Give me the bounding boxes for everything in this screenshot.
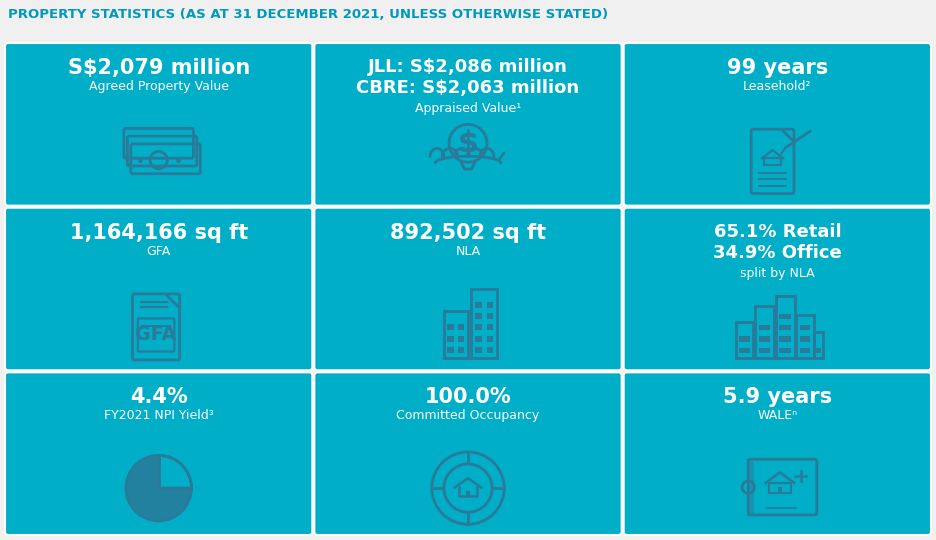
Text: split by NLA: split by NLA [740, 267, 814, 280]
Bar [778, 488, 782, 493]
Bar [487, 347, 493, 353]
Bar [475, 313, 482, 319]
Text: GFA: GFA [147, 245, 170, 258]
FancyBboxPatch shape [5, 43, 313, 206]
Text: Leasehold²: Leasehold² [743, 80, 812, 93]
Bar [475, 335, 482, 342]
Bar [487, 335, 493, 342]
Bar [487, 313, 493, 319]
Text: S$2,079 million: S$2,079 million [67, 58, 250, 78]
Bar [475, 347, 482, 353]
Bar [447, 335, 454, 342]
Bar [487, 325, 493, 330]
Text: 892,502 sq ft: 892,502 sq ft [390, 222, 546, 242]
Bar [759, 348, 770, 353]
Text: $: $ [458, 129, 478, 158]
Text: Committed Occupancy: Committed Occupancy [396, 409, 540, 422]
Text: 5.9 years: 5.9 years [723, 387, 832, 407]
FancyBboxPatch shape [5, 208, 313, 370]
Bar [447, 347, 454, 353]
Text: 65.1% Retail
34.9% Office: 65.1% Retail 34.9% Office [713, 222, 841, 262]
Bar [475, 302, 482, 308]
Text: Agreed Property Value: Agreed Property Value [89, 80, 228, 93]
FancyBboxPatch shape [623, 43, 931, 206]
FancyBboxPatch shape [623, 373, 931, 535]
FancyBboxPatch shape [623, 208, 931, 370]
Bar [780, 325, 791, 330]
FancyBboxPatch shape [314, 208, 622, 370]
Bar [799, 348, 810, 353]
Bar [799, 336, 810, 342]
Text: 4.4%: 4.4% [130, 387, 187, 407]
Text: WALEⁿ: WALEⁿ [757, 409, 797, 422]
Bar [759, 325, 770, 330]
Bar [459, 325, 464, 330]
Text: Appraised Value¹: Appraised Value¹ [415, 102, 521, 115]
FancyBboxPatch shape [5, 373, 313, 535]
Bar [816, 348, 821, 353]
Bar [739, 336, 750, 342]
Text: 1,164,166 sq ft: 1,164,166 sq ft [69, 222, 248, 242]
Bar [459, 347, 464, 353]
Bar [799, 325, 810, 330]
Bar [487, 302, 493, 308]
Bar [780, 348, 791, 353]
Bar [447, 325, 454, 330]
Text: FY2021 NPI Yield³: FY2021 NPI Yield³ [104, 409, 213, 422]
Bar [780, 314, 791, 319]
Text: PROPERTY STATISTICS (AS AT 31 DECEMBER 2021, UNLESS OTHERWISE STATED): PROPERTY STATISTICS (AS AT 31 DECEMBER 2… [8, 8, 608, 21]
Text: NLA: NLA [456, 245, 480, 258]
Bar [466, 491, 470, 496]
FancyBboxPatch shape [314, 43, 622, 206]
Text: GFA: GFA [136, 326, 177, 345]
Wedge shape [159, 455, 191, 488]
Text: 100.0%: 100.0% [425, 387, 511, 407]
Bar [475, 325, 482, 330]
FancyBboxPatch shape [314, 373, 622, 535]
Text: JLL: S$2,086 million
CBRE: S$2,063 million: JLL: S$2,086 million CBRE: S$2,063 milli… [357, 58, 579, 98]
Bar [759, 336, 770, 342]
Wedge shape [126, 455, 191, 521]
Bar [739, 348, 750, 353]
Bar [780, 336, 791, 342]
Text: 99 years: 99 years [726, 58, 828, 78]
Bar [459, 335, 464, 342]
